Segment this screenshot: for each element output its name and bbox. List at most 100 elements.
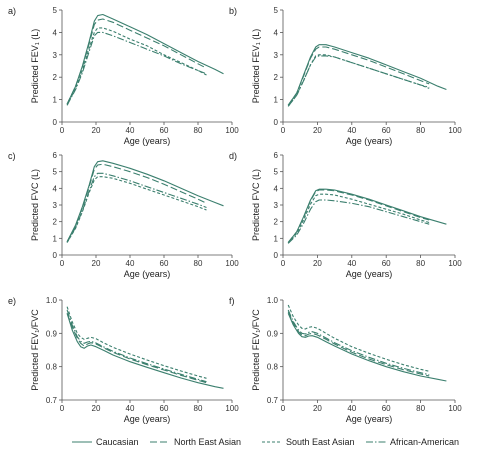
chart-panel: 0.7 0.8 0.9 1.0 0 20 40 60 80 100 Age (years) Predi…: [8, 296, 239, 424]
y-tick-label: 0.8: [267, 363, 279, 372]
y-tick-label: 0: [53, 251, 58, 260]
y-tick-label: 3: [53, 51, 58, 60]
x-tick-label: 60: [382, 404, 391, 413]
y-axis-label: Predicted FEV₁/FVC: [251, 309, 261, 391]
legend-item: African-American: [366, 437, 459, 447]
x-tick-label: 0: [60, 404, 65, 413]
legend-label: South East Asian: [286, 437, 355, 447]
y-tick-label: 3: [274, 201, 279, 210]
x-tick-label: 20: [92, 259, 101, 268]
x-tick-label: 80: [194, 126, 203, 135]
series-line: [66, 18, 207, 105]
series-line: [66, 313, 224, 389]
series-line: [66, 160, 224, 242]
x-tick-label: 60: [160, 259, 169, 268]
y-tick-label: 0.9: [267, 329, 279, 338]
y-tick-label: 2: [53, 218, 58, 227]
y-tick-label: 1.0: [46, 296, 58, 305]
y-axis-label: Predicted FVC (L): [251, 169, 261, 241]
chart-panel: 0.7 0.8 0.9 1.0 0 20 40 60 80 100 Age (years) Predi…: [229, 296, 462, 424]
series-line: [287, 46, 430, 106]
x-tick-label: 40: [347, 126, 356, 135]
y-tick-label: 0: [274, 251, 279, 260]
x-tick-label: 0: [60, 126, 65, 135]
series-line: [66, 27, 207, 106]
x-tick-label: 100: [448, 404, 462, 413]
y-tick-label: 5: [274, 168, 279, 177]
panel-label: e): [8, 296, 16, 306]
series-line: [66, 13, 224, 105]
y-axis-label: Predicted FVC (L): [30, 169, 40, 241]
x-tick-label: 80: [194, 404, 203, 413]
y-tick-label: 6: [274, 151, 279, 160]
legend: Caucasian North East Asian South East Asia…: [72, 437, 459, 447]
y-tick-label: 0: [274, 118, 279, 127]
x-tick-label: 100: [225, 404, 239, 413]
x-tick-label: 60: [382, 259, 391, 268]
y-tick-label: 1: [274, 234, 279, 243]
x-tick-label: 100: [448, 126, 462, 135]
x-axis-label: Age (years): [346, 269, 393, 279]
y-tick-label: 3: [274, 51, 279, 60]
series-line: [66, 306, 207, 379]
y-tick-label: 0.7: [267, 396, 279, 405]
y-tick-label: 4: [274, 28, 279, 37]
x-tick-label: 80: [416, 259, 425, 268]
series-line: [66, 31, 207, 106]
y-axis-label: Predicted FEV₁ (L): [251, 29, 261, 104]
y-tick-label: 5: [53, 6, 58, 15]
y-tick-label: 4: [53, 184, 58, 193]
y-tick-label: 2: [274, 218, 279, 227]
x-tick-label: 100: [225, 126, 239, 135]
y-tick-label: 5: [53, 168, 58, 177]
y-tick-label: 0.9: [46, 329, 58, 338]
x-axis-label: Age (years): [346, 136, 393, 146]
panel-label: c): [8, 151, 16, 161]
x-tick-label: 40: [126, 259, 135, 268]
panel-label: f): [229, 296, 235, 306]
x-tick-label: 0: [60, 259, 65, 268]
x-axis-label: Age (years): [124, 269, 171, 279]
series-line: [287, 313, 447, 382]
x-tick-label: 100: [225, 259, 239, 268]
series-line: [287, 309, 430, 376]
x-tick-label: 40: [347, 404, 356, 413]
series-line: [66, 176, 207, 243]
x-tick-label: 60: [382, 126, 391, 135]
x-tick-label: 20: [313, 259, 322, 268]
x-tick-label: 0: [281, 126, 286, 135]
y-tick-label: 0.7: [46, 396, 58, 405]
series-line: [66, 313, 207, 384]
y-tick-label: 5: [274, 6, 279, 15]
legend-label: Caucasian: [96, 437, 139, 447]
series-line: [66, 309, 207, 383]
panel-label: d): [229, 151, 237, 161]
chart-panel: 0 1 2 3 4 5 0 20 40 60 80 100 Age (years) Predicted F…: [229, 6, 462, 146]
x-tick-label: 20: [313, 126, 322, 135]
x-tick-label: 60: [160, 126, 169, 135]
x-tick-label: 0: [281, 404, 286, 413]
series-line: [287, 311, 430, 377]
panel-label: b): [229, 6, 237, 16]
x-axis-label: Age (years): [124, 136, 171, 146]
legend-item: North East Asian: [150, 437, 241, 447]
x-tick-label: 80: [416, 126, 425, 135]
y-tick-label: 1.0: [267, 296, 279, 305]
series-line: [287, 44, 447, 106]
y-tick-label: 2: [53, 73, 58, 82]
x-tick-label: 100: [448, 259, 462, 268]
y-tick-label: 1: [53, 96, 58, 105]
x-tick-label: 20: [92, 404, 101, 413]
series-line: [287, 199, 430, 244]
y-tick-label: 6: [53, 151, 58, 160]
y-tick-label: 0.8: [46, 363, 58, 372]
chart-panel: 0 1 2 3 4 5 0 20 40 60 80 100 Age (years) Predicted F…: [8, 6, 239, 146]
y-tick-label: 1: [53, 234, 58, 243]
x-tick-label: 40: [347, 259, 356, 268]
series-line: [287, 193, 430, 244]
x-tick-label: 60: [160, 404, 169, 413]
series-line: [66, 172, 207, 243]
